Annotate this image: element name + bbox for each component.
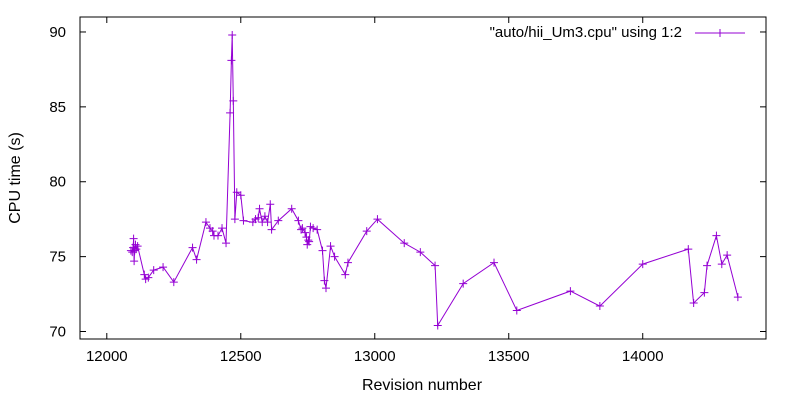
data-point [222,239,231,248]
data-point [169,278,178,287]
data-point [712,231,721,240]
data-point [309,224,318,233]
x-axis-label: Revision number [362,377,483,394]
x-tick-label: 14000 [622,348,664,365]
data-point [255,204,264,213]
data-point [320,276,329,285]
data-point [326,242,335,251]
data-point [201,218,210,227]
data-point [297,225,306,234]
data-point [431,261,440,270]
data-point [129,234,138,243]
data-point [330,252,339,261]
x-tick-label: 12000 [86,348,128,365]
x-tick-label: 13000 [354,348,396,365]
y-tick-label: 85 [49,99,66,116]
data-point [239,216,248,225]
data-point [700,288,709,297]
data-point [595,302,604,311]
data-point [140,270,149,279]
data-point [362,227,371,236]
plot-frame [79,16,767,340]
data-point [274,216,283,225]
data-point [459,279,468,288]
data-point [133,242,142,251]
data-point [321,284,330,293]
y-tick-label: 75 [49,249,66,266]
data-point [130,246,139,255]
data-point [227,56,236,65]
data-point [218,224,227,233]
data-point [214,231,223,240]
data-point [208,227,217,236]
data-point [294,216,303,225]
data-point [689,299,698,308]
data-point [226,108,235,117]
data-point [566,287,575,296]
data-point [236,191,245,200]
data-point [260,212,269,221]
data-point [733,293,742,302]
y-tick-label: 80 [49,174,66,191]
data-point [144,273,153,282]
data-point [188,243,197,252]
data-point [298,224,307,233]
data-point [313,225,322,234]
data-point [400,239,409,248]
data-point [301,228,310,237]
data-point [192,255,201,264]
data-point [723,251,732,260]
y-tick-label: 70 [49,324,66,341]
x-tick-label: 13500 [488,348,530,365]
data-point [703,261,712,270]
data-point [130,257,139,266]
data-point [341,270,350,279]
data-point [638,260,647,269]
series-layer [126,30,742,330]
data-point [149,266,158,275]
legend-label: "auto/hii_Um3.cpu" using 1:2 [490,24,682,41]
data-point [512,306,521,315]
legend-sample-marker [716,29,724,37]
x-tick-label: 12500 [220,348,262,365]
data-point [416,248,425,257]
data-point [228,30,237,39]
data-point [717,260,726,269]
data-point [343,258,352,267]
data-point [131,240,140,249]
data-point [373,215,382,224]
data-point [254,213,263,222]
data-point [266,200,275,209]
series-line [130,34,739,328]
data-point [263,218,272,227]
legend-marker-plus [716,29,724,37]
data-point [287,204,296,213]
data-point [232,188,241,197]
data-point [318,246,327,255]
axis-ticks: 12000 12500 13000 13500 14000 70 75 80 85 90 [49,17,766,365]
data-point [267,225,276,234]
data-point [684,245,693,254]
data-point [305,237,314,246]
y-axis-label: CPU time (s) [7,132,24,224]
data-point [304,236,313,245]
data-point [490,258,499,267]
data-point [229,96,238,105]
data-point [159,263,168,272]
data-point [230,215,239,224]
legend: "auto/hii_Um3.cpu" using 1:2 [490,24,745,41]
data-point [433,321,442,330]
y-tick-label: 90 [49,24,66,41]
